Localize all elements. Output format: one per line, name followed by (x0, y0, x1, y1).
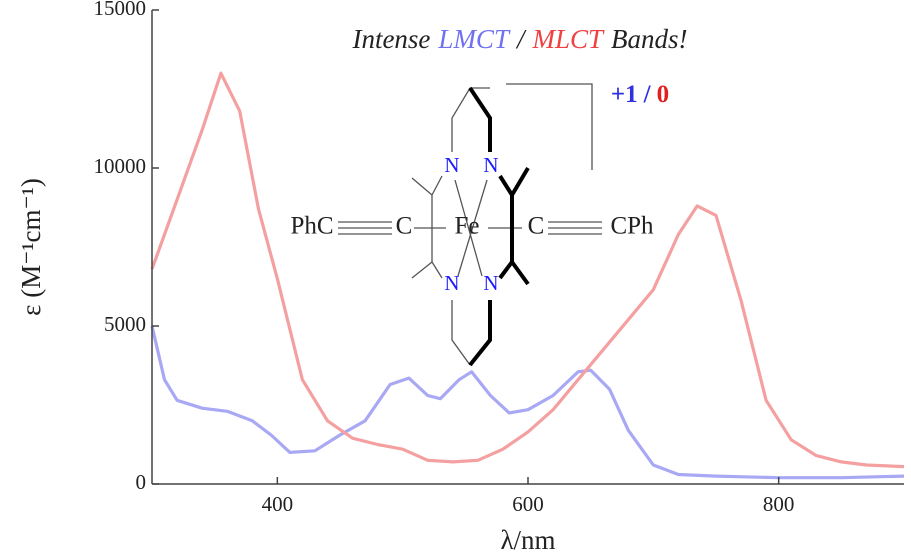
structure-label: Fe (455, 213, 480, 240)
structure-label: PhC (290, 213, 333, 240)
legend-separator: / (643, 81, 652, 108)
title-part: MLCT (531, 24, 605, 54)
y-tick-label: 5000 (104, 312, 146, 336)
line (150, 71, 905, 469)
y-tick-label: 10000 (94, 154, 147, 178)
structure (338, 83, 602, 367)
x-tick-label: 600 (512, 492, 544, 516)
bracket (506, 83, 593, 170)
chart-title: Intense LMCT / MLCT Bands! (351, 24, 687, 54)
bond (454, 179, 483, 277)
x-tick-label: 800 (763, 492, 795, 516)
bond (468, 300, 492, 367)
bond (411, 177, 433, 196)
bond (510, 166, 530, 197)
bond (431, 175, 443, 279)
legend-label: 0 (657, 81, 670, 108)
structure-label: N (483, 271, 498, 295)
x-axis-label: λ/nm (500, 525, 555, 555)
legend-label: +1 (611, 81, 638, 108)
y-axis-label: ε (M⁻¹cm⁻¹) (16, 178, 46, 316)
bond (510, 260, 530, 286)
legend: +1/0 (611, 81, 669, 108)
structure-label: N (444, 153, 459, 177)
structure-label: C (528, 213, 545, 240)
title-part: Bands! (611, 24, 688, 54)
title-part: / (515, 24, 527, 54)
structure-label: N (444, 271, 459, 295)
bond (451, 300, 471, 366)
structure-label: C (396, 213, 413, 240)
title-part: LMCT (437, 24, 511, 54)
y-tick-label: 15000 (94, 0, 147, 20)
bond (411, 261, 433, 279)
bond (468, 86, 492, 152)
line (150, 325, 905, 480)
x-tick-label: 400 (262, 492, 294, 516)
structure-label: N (483, 153, 498, 177)
bond (451, 87, 490, 152)
structure-label: CPh (610, 213, 654, 240)
bond (498, 174, 514, 280)
title-part: Intense (351, 24, 430, 54)
y-tick-label: 0 (136, 470, 147, 494)
bond (457, 179, 488, 277)
